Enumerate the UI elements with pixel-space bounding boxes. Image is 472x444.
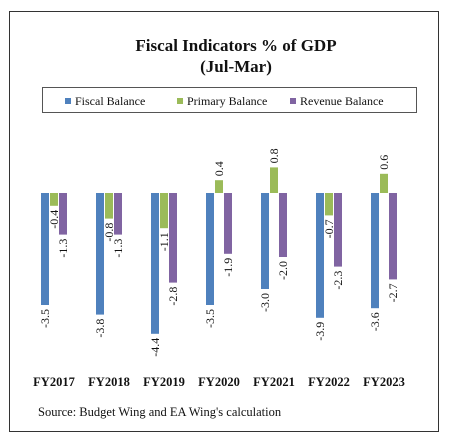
legend: Fiscal Balance Primary Balance Revenue B… — [42, 87, 417, 113]
bar-primary-balance-fy2017 — [50, 193, 58, 206]
category-label-fy2022: FY2022 — [308, 375, 350, 389]
category-label-fy2018: FY2018 — [88, 375, 130, 389]
legend-label-revenue-balance: Revenue Balance — [300, 94, 384, 108]
bar-fiscal-balance-fy2021 — [261, 193, 269, 289]
legend-swatch-revenue-balance — [290, 98, 296, 104]
bar-revenue-balance-fy2021 — [279, 193, 287, 257]
bar-revenue-balance-fy2019 — [169, 193, 177, 283]
category-label-fy2023: FY2023 — [363, 375, 405, 389]
data-label-primary-balance-fy2020: 0.4 — [212, 161, 226, 176]
legend-label-primary-balance: Primary Balance — [187, 94, 268, 108]
data-label-revenue-balance-fy2019: -2.8 — [166, 287, 180, 306]
bar-revenue-balance-fy2023 — [389, 193, 397, 280]
bar-primary-balance-fy2018 — [105, 193, 113, 219]
data-label-revenue-balance-fy2018: -1.3 — [111, 239, 125, 258]
data-label-revenue-balance-fy2017: -1.3 — [56, 239, 70, 258]
bar-fiscal-balance-fy2018 — [96, 193, 104, 315]
data-label-fiscal-balance-fy2019: -4.4 — [148, 338, 162, 357]
data-label-revenue-balance-fy2020: -1.9 — [221, 258, 235, 277]
legend-item-revenue-balance: Revenue Balance — [290, 94, 384, 109]
legend-swatch-primary-balance — [177, 98, 183, 104]
bar-fiscal-balance-fy2019 — [151, 193, 159, 334]
data-label-fiscal-balance-fy2021: -3.0 — [258, 293, 272, 312]
data-label-fiscal-balance-fy2020: -3.5 — [203, 309, 217, 328]
data-label-primary-balance-fy2022: -0.7 — [322, 219, 336, 238]
data-label-revenue-balance-fy2022: -2.3 — [331, 271, 345, 290]
bar-primary-balance-fy2020 — [215, 180, 223, 193]
data-label-primary-balance-fy2018: -0.8 — [102, 223, 116, 242]
category-label-fy2017: FY2017 — [33, 375, 75, 389]
category-label-fy2020: FY2020 — [198, 375, 240, 389]
legend-item-primary-balance: Primary Balance — [177, 94, 267, 109]
source-note: Source: Budget Wing and EA Wing's calcul… — [38, 405, 282, 419]
bar-revenue-balance-fy2020 — [224, 193, 232, 254]
data-label-revenue-balance-fy2021: -2.0 — [276, 261, 290, 280]
category-label-fy2021: FY2021 — [253, 375, 295, 389]
bar-revenue-balance-fy2022 — [334, 193, 342, 267]
category-label-fy2019: FY2019 — [143, 375, 185, 389]
chart-title: Fiscal Indicators % of GDP — [135, 36, 337, 55]
bar-revenue-balance-fy2018 — [114, 193, 122, 235]
data-label-revenue-balance-fy2023: -2.7 — [386, 283, 400, 302]
bar-fiscal-balance-fy2017 — [41, 193, 49, 305]
legend-swatch-fiscal-balance — [65, 98, 71, 104]
data-label-primary-balance-fy2023: 0.6 — [377, 155, 391, 170]
bar-primary-balance-fy2021 — [270, 167, 278, 193]
data-label-primary-balance-fy2017: -0.4 — [47, 210, 61, 229]
data-label-primary-balance-fy2021: 0.8 — [267, 148, 281, 163]
data-label-fiscal-balance-fy2018: -3.8 — [93, 319, 107, 338]
data-label-fiscal-balance-fy2017: -3.5 — [38, 309, 52, 328]
legend-label-fiscal-balance: Fiscal Balance — [75, 94, 146, 108]
data-label-primary-balance-fy2019: -1.1 — [157, 232, 171, 251]
data-label-fiscal-balance-fy2023: -3.6 — [368, 312, 382, 331]
bar-primary-balance-fy2023 — [380, 173, 388, 193]
bar-primary-balance-fy2019 — [160, 193, 168, 229]
chart-subtitle: (Jul-Mar) — [200, 57, 272, 76]
bar-fiscal-balance-fy2023 — [371, 193, 379, 309]
bar-revenue-balance-fy2017 — [59, 193, 67, 235]
bar-primary-balance-fy2022 — [325, 193, 333, 216]
bar-fiscal-balance-fy2022 — [316, 193, 324, 318]
bar-fiscal-balance-fy2020 — [206, 193, 214, 305]
legend-item-fiscal-balance: Fiscal Balance — [65, 94, 145, 109]
data-label-fiscal-balance-fy2022: -3.9 — [313, 322, 327, 341]
